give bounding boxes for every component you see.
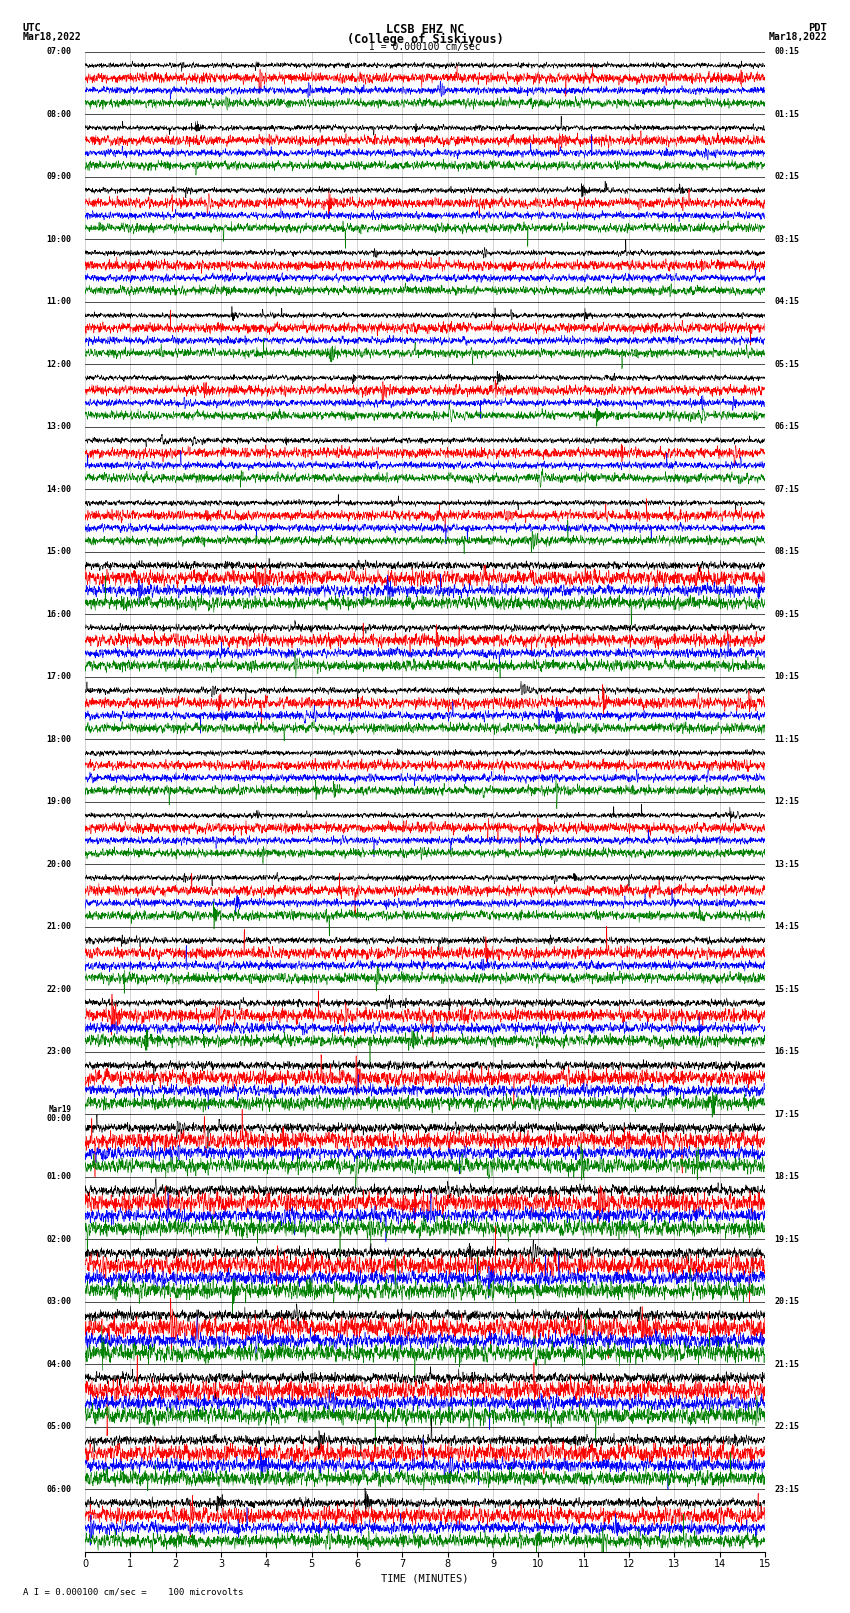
Text: 03:15: 03:15 [774,234,799,244]
Text: 07:15: 07:15 [774,484,799,494]
Text: 10:00: 10:00 [47,234,71,244]
Text: 07:00: 07:00 [47,47,71,56]
Text: 00:15: 00:15 [774,47,799,56]
Text: 00:00: 00:00 [47,1115,71,1123]
Text: Mar18,2022: Mar18,2022 [23,32,82,42]
Text: LCSB EHZ NC: LCSB EHZ NC [386,24,464,37]
Text: 23:00: 23:00 [47,1047,71,1057]
Text: 02:00: 02:00 [47,1234,71,1244]
Text: 19:15: 19:15 [774,1234,799,1244]
Text: UTC: UTC [23,24,42,34]
Text: 15:15: 15:15 [774,984,799,994]
Text: Mar18,2022: Mar18,2022 [768,32,827,42]
Text: 15:00: 15:00 [47,547,71,556]
Text: 06:15: 06:15 [774,423,799,431]
Text: 03:00: 03:00 [47,1297,71,1307]
Text: 16:15: 16:15 [774,1047,799,1057]
Text: 20:00: 20:00 [47,860,71,869]
Text: 11:15: 11:15 [774,734,799,744]
Text: 01:15: 01:15 [774,110,799,119]
Text: 04:15: 04:15 [774,297,799,306]
Text: 02:15: 02:15 [774,173,799,181]
Text: 22:00: 22:00 [47,984,71,994]
Text: 04:00: 04:00 [47,1360,71,1369]
Text: 13:15: 13:15 [774,860,799,869]
Text: 23:15: 23:15 [774,1484,799,1494]
Text: 08:15: 08:15 [774,547,799,556]
Text: Mar19: Mar19 [48,1105,71,1115]
Text: 18:00: 18:00 [47,734,71,744]
Text: I = 0.000100 cm/sec: I = 0.000100 cm/sec [369,42,481,52]
Text: 14:15: 14:15 [774,923,799,931]
Text: 09:00: 09:00 [47,173,71,181]
Text: 05:15: 05:15 [774,360,799,369]
Text: 12:00: 12:00 [47,360,71,369]
Text: 22:15: 22:15 [774,1423,799,1431]
Text: 21:00: 21:00 [47,923,71,931]
Text: 20:15: 20:15 [774,1297,799,1307]
Text: (College of Siskiyous): (College of Siskiyous) [347,32,503,47]
Text: 08:00: 08:00 [47,110,71,119]
Text: 09:15: 09:15 [774,610,799,619]
Text: 06:00: 06:00 [47,1484,71,1494]
Text: 19:00: 19:00 [47,797,71,806]
Text: A I = 0.000100 cm/sec =    100 microvolts: A I = 0.000100 cm/sec = 100 microvolts [23,1587,243,1597]
Text: 17:00: 17:00 [47,673,71,681]
Text: 01:00: 01:00 [47,1173,71,1181]
Text: 17:15: 17:15 [774,1110,799,1119]
Text: 16:00: 16:00 [47,610,71,619]
X-axis label: TIME (MINUTES): TIME (MINUTES) [382,1574,468,1584]
Text: PDT: PDT [808,24,827,34]
Text: 21:15: 21:15 [774,1360,799,1369]
Text: 13:00: 13:00 [47,423,71,431]
Text: 14:00: 14:00 [47,484,71,494]
Text: 12:15: 12:15 [774,797,799,806]
Text: 11:00: 11:00 [47,297,71,306]
Text: 10:15: 10:15 [774,673,799,681]
Text: 18:15: 18:15 [774,1173,799,1181]
Text: 05:00: 05:00 [47,1423,71,1431]
